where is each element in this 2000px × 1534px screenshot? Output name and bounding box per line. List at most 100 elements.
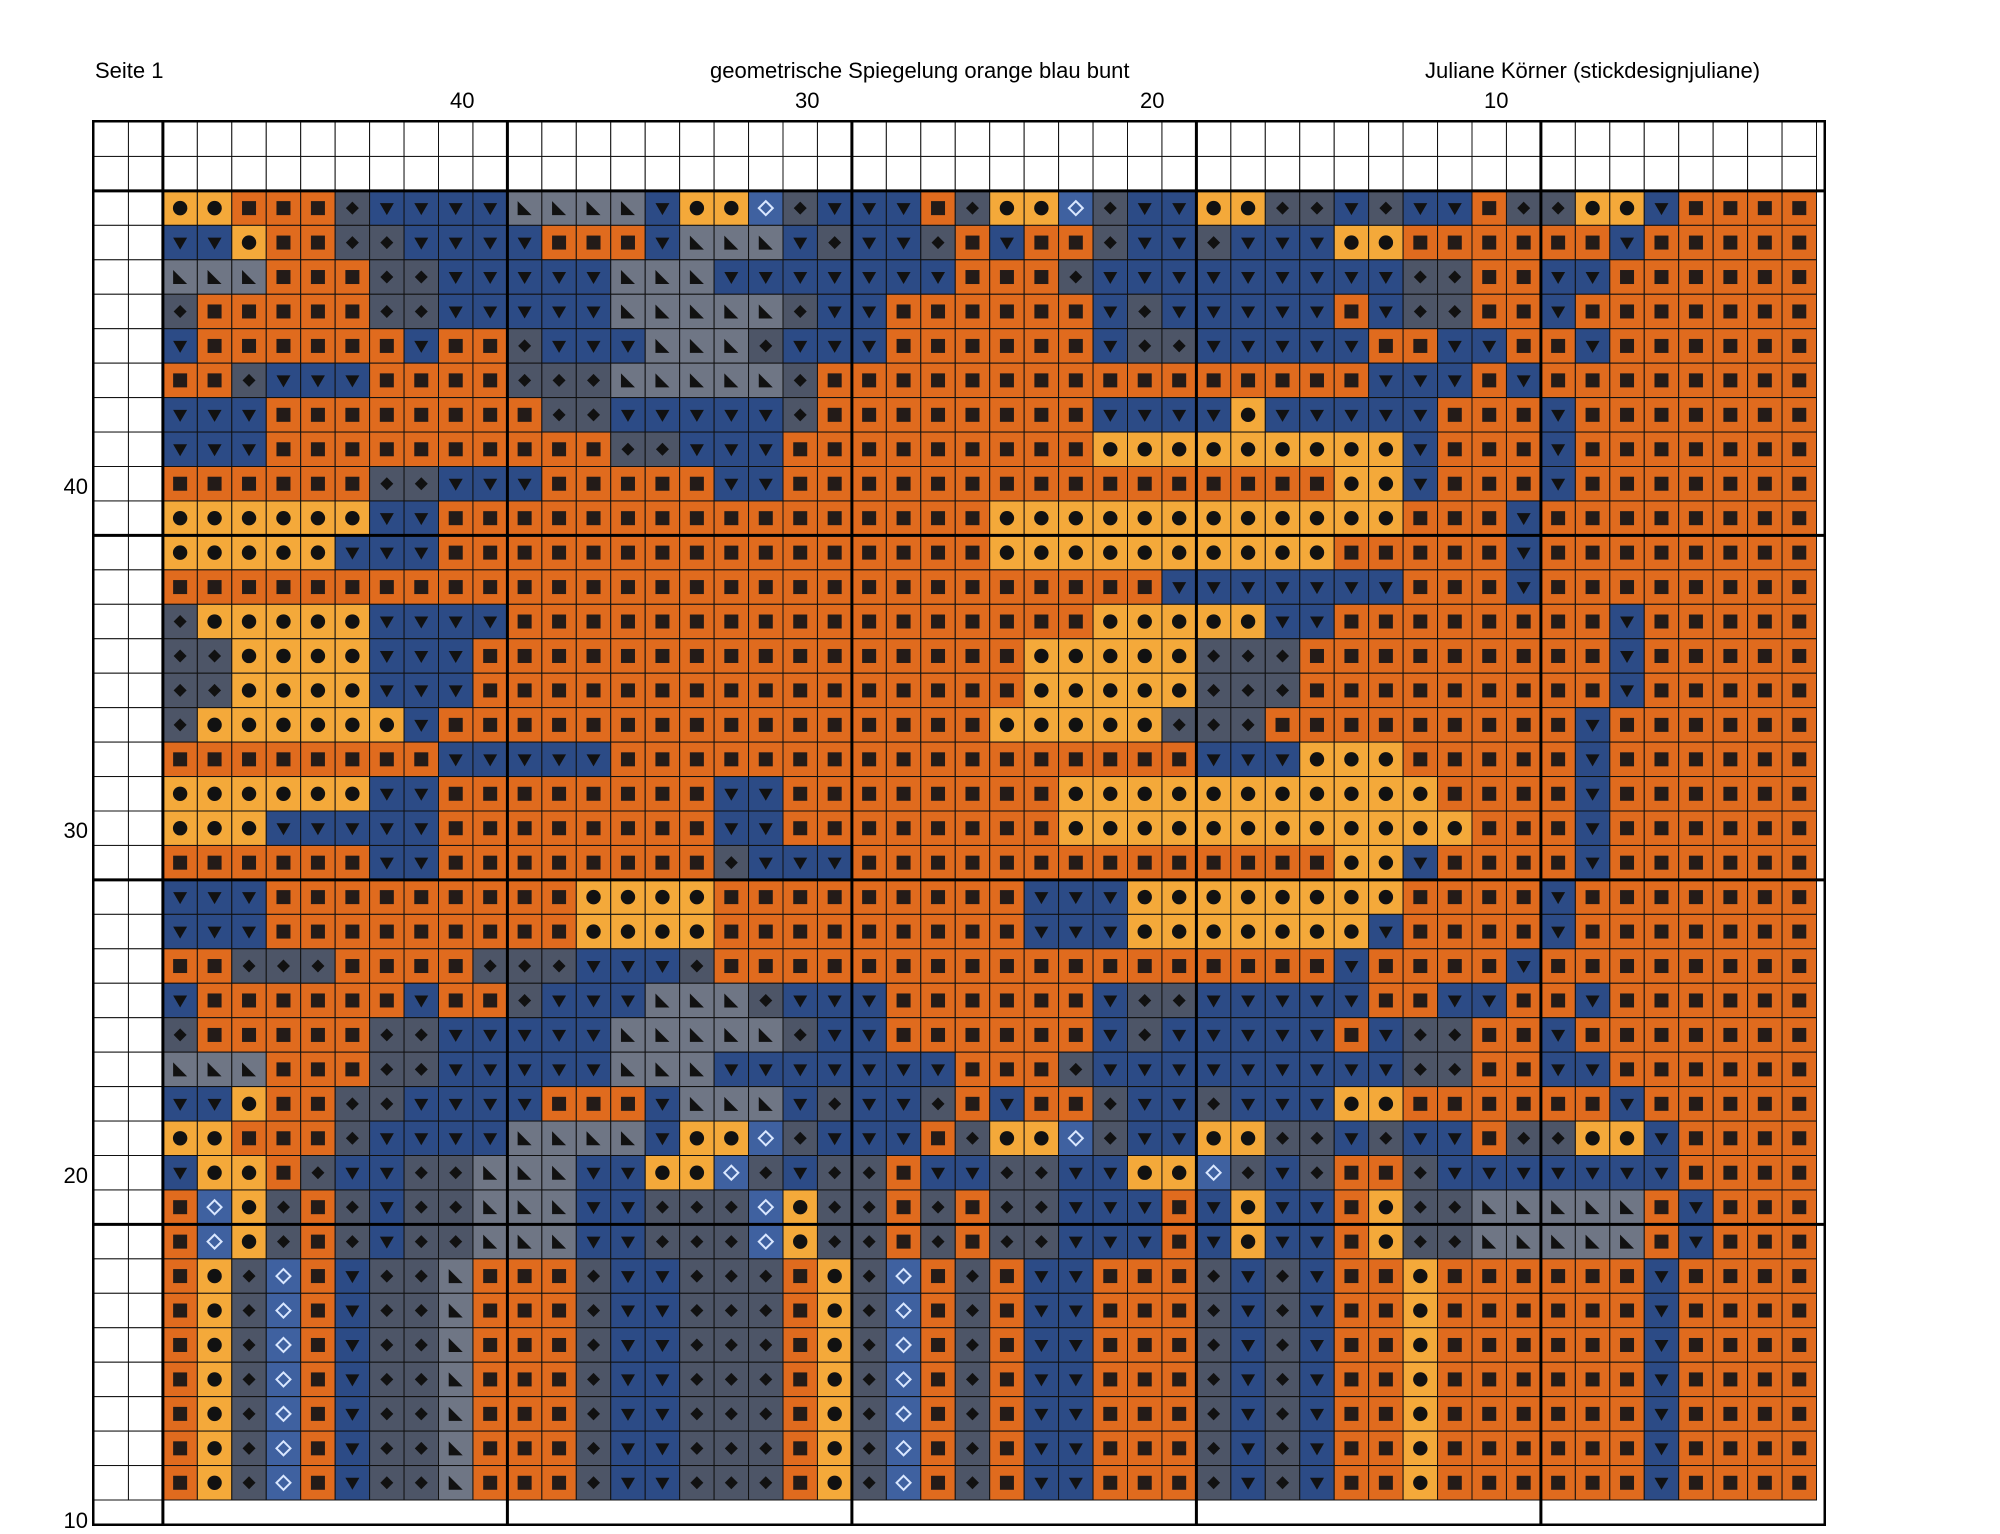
dark-square-symbol-mark — [1723, 1200, 1738, 1215]
dark-square-symbol-mark — [310, 235, 325, 250]
dark-square-symbol-mark — [793, 648, 808, 663]
dark-square-symbol-mark — [276, 407, 291, 422]
triangle-symbol-mark — [310, 823, 325, 836]
dark-square-symbol-mark — [1723, 1441, 1738, 1456]
circle-symbol-mark — [1206, 510, 1221, 526]
dark-square-symbol-mark — [1172, 752, 1187, 767]
dark-square-symbol-mark — [1482, 1406, 1497, 1421]
dark-square-symbol-mark — [1482, 855, 1497, 870]
circle-symbol-mark — [1240, 1131, 1256, 1146]
grid-cell — [644, 155, 681, 192]
grid-cell — [885, 1361, 922, 1398]
dark-square-symbol-mark — [207, 304, 222, 319]
dark-square-symbol-mark — [1757, 1337, 1772, 1352]
filled-diamond-symbol-mark — [793, 408, 807, 422]
dark-square-symbol-mark — [1620, 338, 1635, 353]
dark-square-symbol-mark — [1723, 1475, 1738, 1490]
dark-square-symbol-mark — [483, 1475, 498, 1490]
column-label: 10 — [1484, 88, 1509, 113]
circle-symbol-mark — [793, 1234, 808, 1249]
circle-symbol-mark — [172, 545, 188, 560]
dark-square-symbol-mark — [1585, 545, 1600, 560]
grid-cell — [1609, 1189, 1645, 1225]
filled-diamond-symbol-mark — [345, 1200, 359, 1214]
dark-square-symbol-mark — [1757, 373, 1772, 388]
triangle-symbol-mark — [1206, 1064, 1221, 1077]
grid-cell — [1368, 741, 1404, 778]
grid-cell — [369, 121, 405, 157]
circle-symbol-mark — [1344, 924, 1359, 939]
grid-cell — [1230, 431, 1266, 467]
filled-diamond-symbol-mark — [1276, 683, 1290, 697]
dark-square-symbol-mark — [1309, 683, 1324, 698]
filled-diamond-symbol-mark — [862, 1235, 876, 1249]
dark-square-symbol-mark — [1413, 752, 1428, 767]
grid-cell — [334, 1017, 371, 1053]
corner-triangle-symbol-mark — [586, 1131, 601, 1146]
triangle-symbol-mark — [689, 444, 704, 457]
dark-square-symbol-mark — [1585, 1096, 1600, 1111]
grid-cell — [748, 121, 784, 157]
dark-square-symbol-mark — [1206, 855, 1221, 870]
dark-square-symbol-mark — [1413, 1096, 1428, 1111]
grid-cell — [1195, 155, 1232, 192]
triangle-symbol-mark — [1172, 1133, 1187, 1146]
row-label: 30 — [63, 818, 88, 843]
dark-square-symbol-mark — [1654, 924, 1669, 939]
triangle-symbol-mark — [1103, 306, 1118, 319]
circle-symbol-mark — [1103, 510, 1118, 526]
circle-symbol-mark — [827, 1372, 842, 1387]
filled-diamond-symbol-mark — [345, 201, 359, 215]
dark-square-symbol-mark — [517, 1269, 532, 1284]
filled-diamond-symbol-mark — [1413, 1166, 1427, 1180]
grid-cell — [1023, 1155, 1060, 1191]
grid-cell — [1161, 121, 1197, 157]
dark-square-symbol-mark — [1447, 1441, 1462, 1456]
triangle-symbol-mark — [1103, 926, 1118, 939]
grid-cell — [196, 1223, 233, 1260]
dark-square-symbol-mark — [517, 545, 532, 560]
dark-square-symbol-mark — [1034, 614, 1049, 629]
dark-square-symbol-mark — [483, 821, 498, 836]
dark-square-symbol-mark — [965, 1027, 980, 1042]
dark-square-symbol-mark — [1792, 993, 1807, 1008]
circle-symbol-mark — [276, 648, 291, 664]
grid-cell — [1023, 155, 1060, 192]
triangle-symbol-mark — [1241, 995, 1256, 1008]
dark-square-symbol-mark — [724, 614, 739, 629]
grid-cell — [748, 1189, 784, 1225]
grid-cell — [644, 1189, 681, 1225]
triangle-symbol-mark — [1551, 306, 1566, 319]
triangle-symbol-mark — [1620, 650, 1635, 663]
corner-triangle-symbol-mark — [1551, 1200, 1566, 1215]
dark-square-symbol-mark — [896, 338, 911, 353]
dark-square-symbol-mark — [1757, 855, 1772, 870]
dark-square-symbol-mark — [517, 717, 532, 732]
dark-square-symbol-mark — [724, 683, 739, 698]
triangle-symbol-mark — [1378, 1064, 1393, 1077]
dark-square-symbol-mark — [1792, 511, 1807, 526]
dark-square-symbol-mark — [1482, 890, 1497, 905]
dark-square-symbol-mark — [1688, 1062, 1703, 1077]
dark-square-symbol-mark — [1482, 373, 1497, 388]
dark-square-symbol-mark — [552, 545, 567, 560]
dark-square-symbol-mark — [1688, 1475, 1703, 1490]
dark-square-symbol-mark — [965, 993, 980, 1008]
triangle-symbol-mark — [689, 409, 704, 422]
grid-cell — [610, 155, 646, 192]
circle-symbol-mark — [172, 200, 188, 216]
filled-diamond-symbol-mark — [931, 1200, 945, 1214]
grid-cell — [127, 1327, 164, 1363]
circle-symbol-mark — [1413, 1268, 1428, 1284]
dark-square-symbol-mark — [1723, 993, 1738, 1008]
triangle-symbol-mark — [1172, 409, 1187, 422]
dark-square-symbol-mark — [999, 1441, 1014, 1456]
corner-triangle-symbol-mark — [620, 304, 635, 319]
triangle-symbol-mark — [1137, 203, 1152, 216]
triangle-symbol-mark — [1034, 892, 1049, 905]
triangle-symbol-mark — [1447, 340, 1462, 353]
triangle-symbol-mark — [1103, 995, 1118, 1008]
dark-square-symbol-mark — [620, 855, 635, 870]
dark-square-symbol-mark — [1620, 476, 1635, 491]
dark-square-symbol-mark — [1757, 683, 1772, 698]
